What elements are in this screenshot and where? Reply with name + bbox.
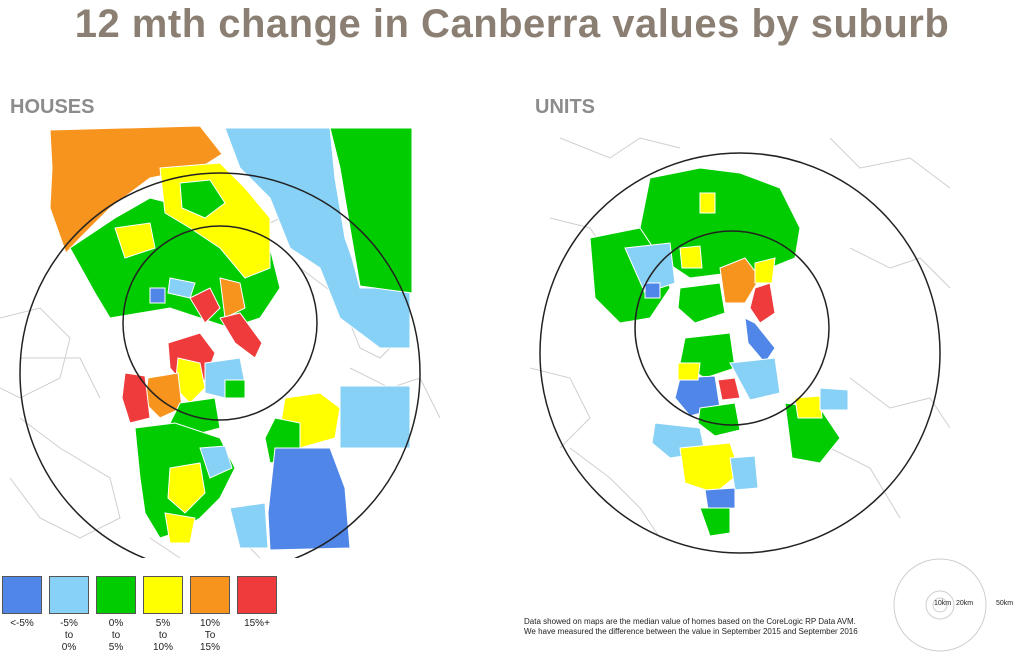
- units-orange-central: [719, 257, 761, 304]
- scale-label-20km: 20km: [956, 600, 974, 607]
- legend-label: <-5%: [10, 618, 34, 629]
- scale-label-50km: 50km: [996, 600, 1014, 607]
- units-red-south: [717, 377, 741, 401]
- units-blue-west: [644, 282, 661, 299]
- legend-label: 0% to 5%: [108, 618, 124, 653]
- suburb-boundaries: [530, 137, 950, 539]
- legend-label: 15%+: [244, 618, 270, 629]
- region-lightblue-south: [199, 445, 233, 479]
- page-title: 12 mth change in Canberra values by subu…: [74, 2, 950, 46]
- units-yellow-north-2: [679, 245, 703, 269]
- legend-label: 5% to 10%: [152, 618, 173, 653]
- units-blue-far-south: [704, 487, 736, 511]
- ring-outer: [539, 152, 941, 554]
- region-lightblue-north: [224, 127, 411, 349]
- units-green-south: [697, 402, 741, 437]
- legend-item: 5% to 10%: [143, 576, 183, 654]
- region-lightblue-east: [339, 385, 411, 449]
- region-lightblue-southeast-small: [229, 502, 269, 549]
- units-yellow-central: [754, 257, 776, 284]
- region-red-north: [189, 287, 221, 324]
- region-orange-north-central: [219, 277, 246, 319]
- region-yellow-south: [167, 462, 206, 514]
- units-green-far-south: [699, 507, 731, 537]
- units-yellow-east: [794, 395, 823, 419]
- legend-item: 10% To 15%: [190, 576, 230, 654]
- region-green-east-small: [224, 379, 246, 399]
- ring-outer: [19, 172, 421, 558]
- scale-rings: [893, 558, 987, 652]
- houses-map-label: HOUSES: [10, 96, 95, 118]
- units-lightblue-east: [819, 387, 849, 411]
- legend-swatch: [49, 576, 89, 614]
- legend-label: -5% to 0%: [60, 618, 78, 653]
- region-orange-northwest: [49, 125, 223, 254]
- units-map-label: UNITS: [535, 96, 595, 118]
- scale-label-10km: 10km: [934, 600, 952, 607]
- legend-label: 10% To 15%: [199, 618, 220, 653]
- region-lightblue-inner: [167, 277, 196, 299]
- region-blue-inner: [149, 287, 166, 304]
- legend-item: -5% to 0%: [49, 576, 89, 654]
- units-red-central: [749, 282, 776, 324]
- units-lightblue-south-central: [729, 357, 781, 401]
- legend-swatch: [96, 576, 136, 614]
- legend-swatch: [190, 576, 230, 614]
- houses-map: [0, 125, 440, 558]
- legend-item: 15%+: [237, 576, 277, 630]
- units-green-central: [677, 282, 726, 324]
- units-map: [530, 137, 950, 554]
- units-yellow-far-south: [679, 442, 741, 494]
- units-lightblue-west: [624, 242, 676, 294]
- units-lightblue-far-south-2: [729, 455, 759, 491]
- data-note: Data showed on maps are the median value…: [524, 617, 858, 636]
- region-red-corridor: [219, 312, 263, 359]
- ring-inner: [634, 230, 830, 426]
- legend-item: 0% to 5%: [96, 576, 136, 654]
- region-green-north-inner: [179, 179, 226, 219]
- units-yellow-south-central: [677, 362, 701, 381]
- legend-swatch: [143, 576, 183, 614]
- units-blue-corridor: [744, 317, 776, 364]
- legend-item: <-5%: [2, 576, 42, 630]
- region-blue-southeast: [267, 447, 351, 551]
- region-yellow-west: [114, 222, 156, 259]
- ring-inner: [122, 225, 318, 421]
- legend-swatch: [237, 576, 277, 614]
- region-green-northeast: [329, 127, 413, 294]
- region-red-west: [121, 372, 151, 424]
- units-yellow-north: [699, 192, 716, 214]
- legend-swatch: [2, 576, 42, 614]
- region-yellow-far-south: [164, 512, 196, 544]
